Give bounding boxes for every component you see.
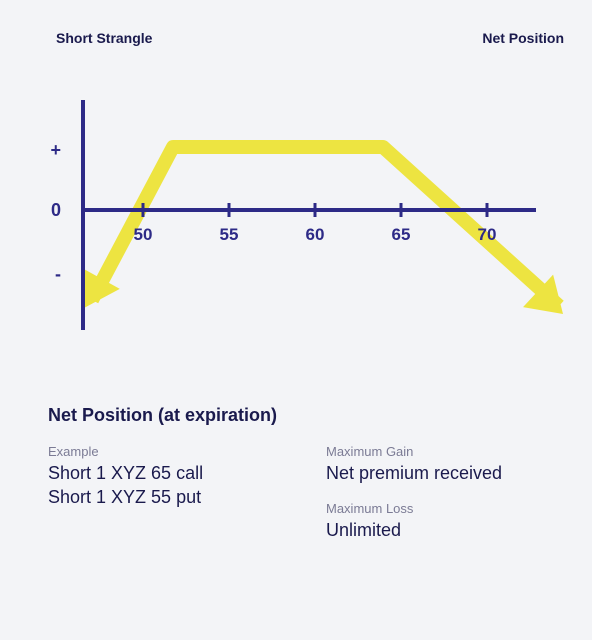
example-line1: Short 1 XYZ 65 call: [48, 461, 286, 485]
example-line2: Short 1 XYZ 55 put: [48, 485, 286, 509]
max-loss-value: Unlimited: [326, 518, 564, 542]
x-tick-label: 70: [478, 225, 497, 244]
x-tick-label: 65: [392, 225, 411, 244]
x-tick-label: 60: [306, 225, 325, 244]
max-loss-block: Maximum Loss Unlimited: [326, 501, 564, 542]
example-label: Example: [48, 444, 286, 459]
x-tick-label: 50: [134, 225, 153, 244]
details-section: Net Position (at expiration) Example Sho…: [28, 405, 564, 559]
root: Short Strangle Net Position +0 - 50 55 60 65 7…: [0, 0, 592, 640]
max-gain-label: Maximum Gain: [326, 444, 564, 459]
max-gain-block: Maximum Gain Net premium received: [326, 444, 564, 485]
y-label-plus: +: [50, 140, 61, 160]
header-left: Short Strangle: [56, 30, 152, 46]
x-tick-label: 55: [220, 225, 239, 244]
details-columns: Example Short 1 XYZ 65 call Short 1 XYZ …: [48, 444, 564, 559]
payoff-chart: +0 - 50 55 60 65 70: [28, 70, 564, 360]
col-right: Maximum Gain Net premium received Maximu…: [326, 444, 564, 559]
y-label-zero: 0: [51, 200, 61, 220]
chart-svg: +0 - 50 55 60 65 70: [28, 70, 564, 360]
example-block: Example Short 1 XYZ 65 call Short 1 XYZ …: [48, 444, 286, 510]
max-loss-label: Maximum Loss: [326, 501, 564, 516]
y-label-minus: -: [55, 264, 61, 284]
header-row: Short Strangle Net Position: [28, 30, 564, 46]
section-title: Net Position (at expiration): [48, 405, 564, 426]
col-example: Example Short 1 XYZ 65 call Short 1 XYZ …: [48, 444, 286, 559]
max-gain-value: Net premium received: [326, 461, 564, 485]
header-right: Net Position: [482, 30, 564, 46]
